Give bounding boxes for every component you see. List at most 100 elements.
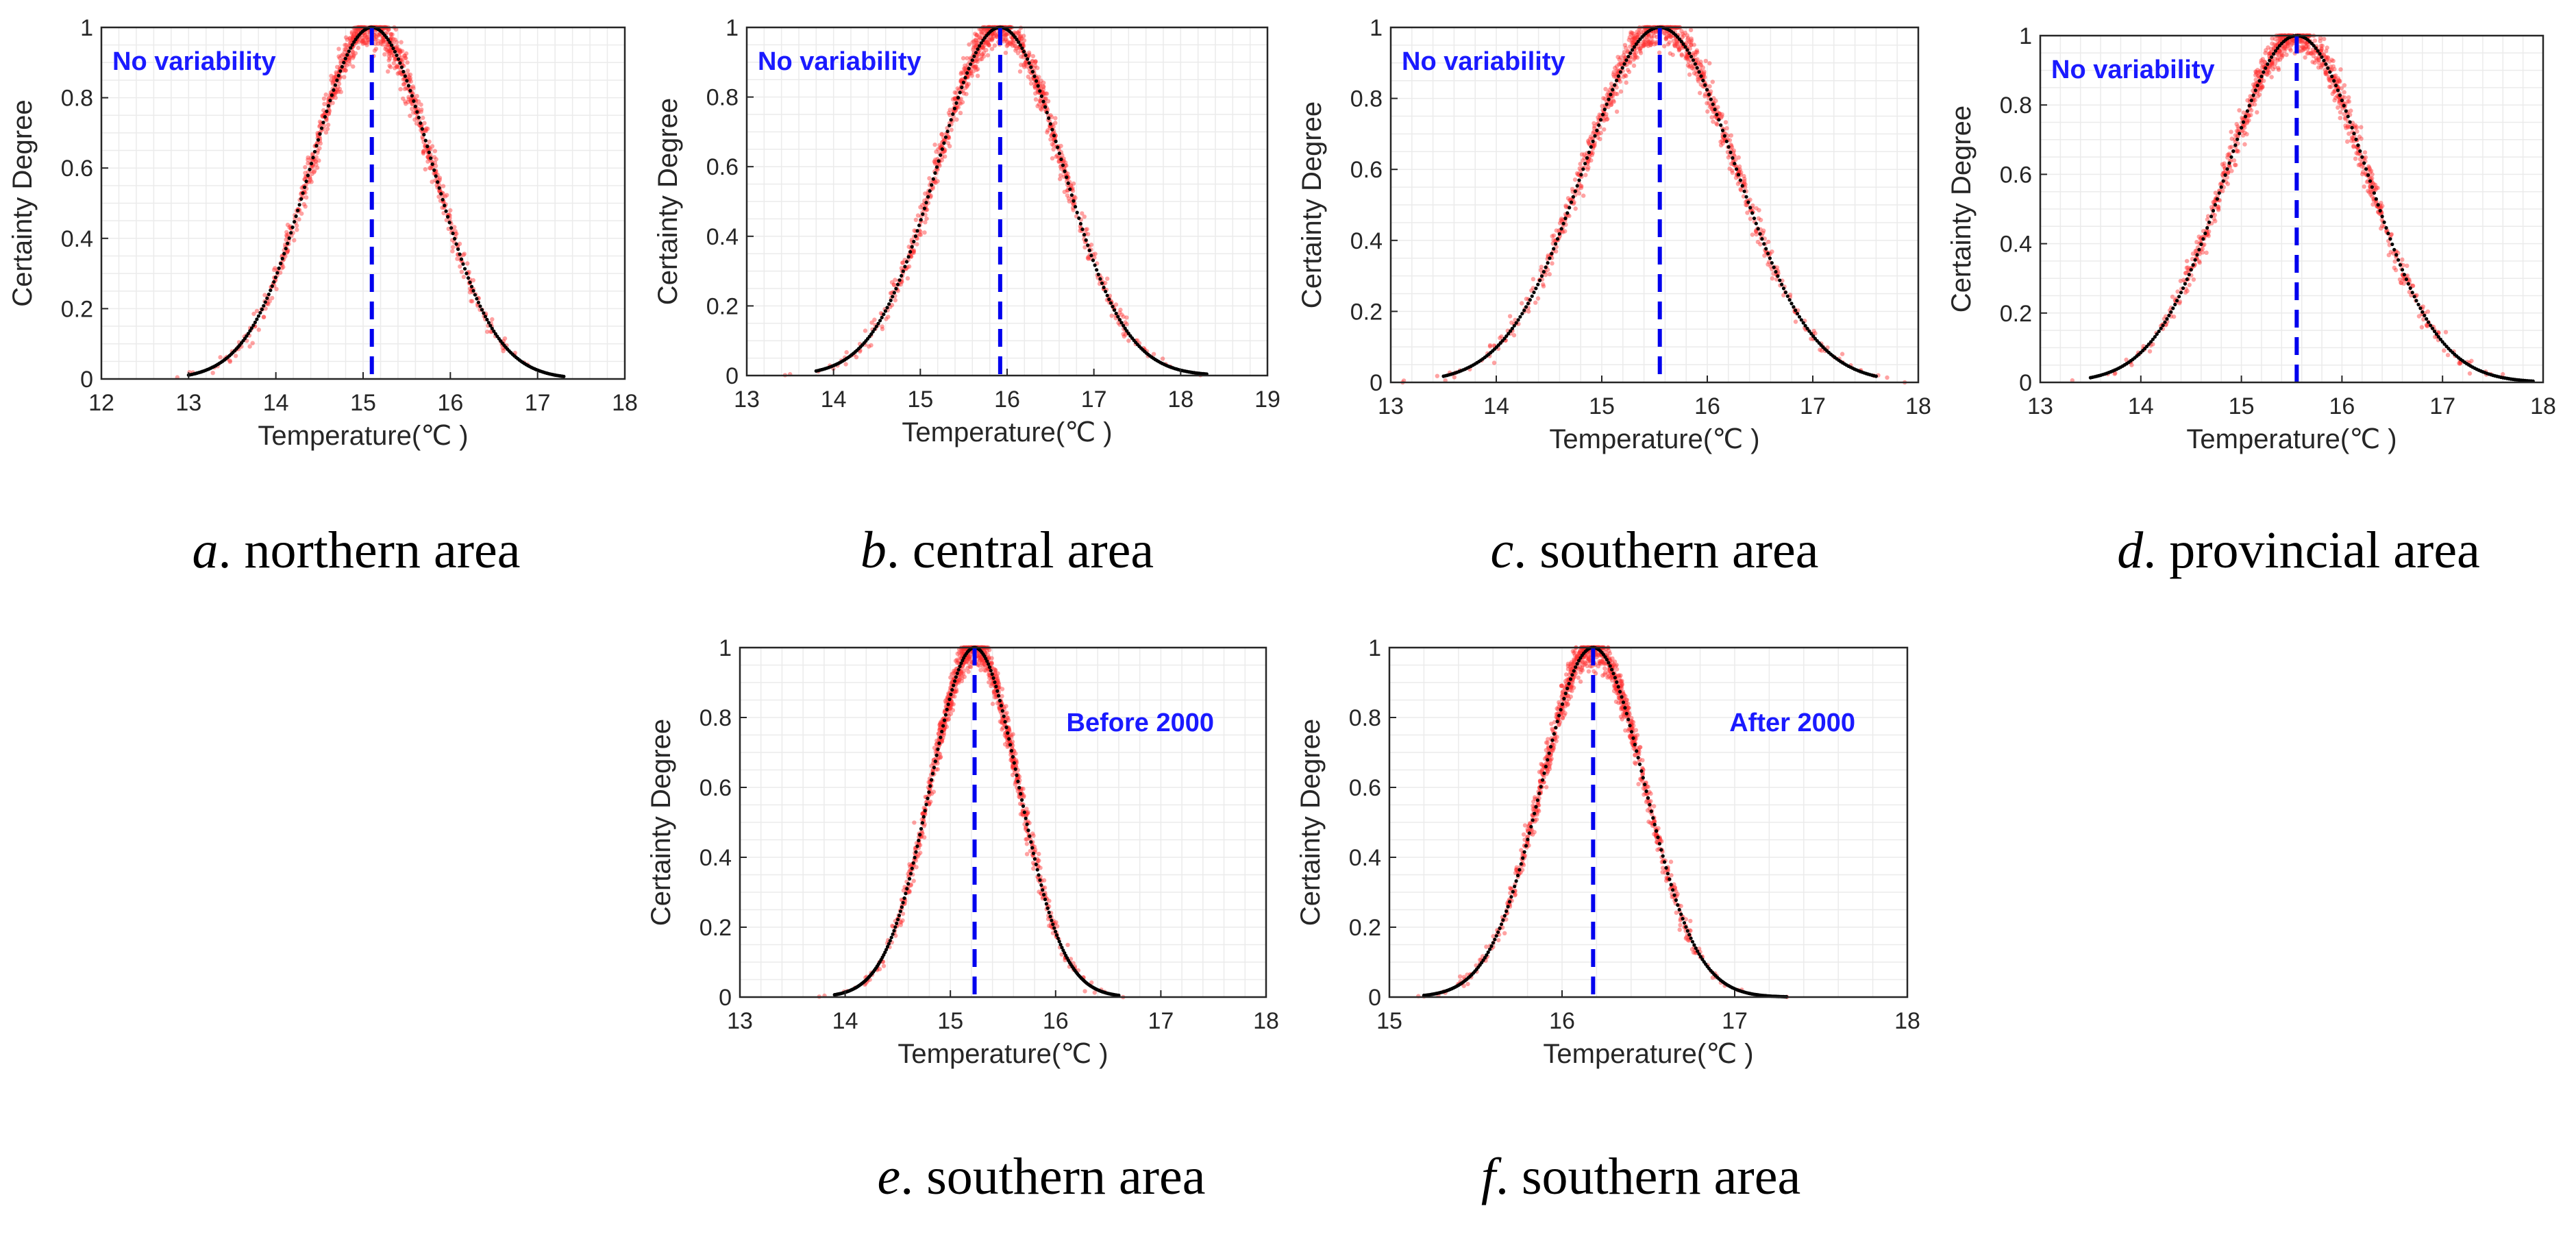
x-tick-label: 14 xyxy=(821,387,847,413)
scatter-point xyxy=(2225,155,2230,160)
scatter-point xyxy=(457,241,462,246)
curve-point xyxy=(562,374,566,378)
curve-point xyxy=(2370,185,2374,189)
scatter-point xyxy=(308,177,313,183)
scatter-point xyxy=(441,184,446,188)
scatter-point xyxy=(1756,216,1761,221)
curve-point xyxy=(931,177,935,181)
curve-point xyxy=(1607,97,1611,101)
scatter-point xyxy=(1581,193,1586,198)
curve-point xyxy=(482,311,486,315)
scatter-point xyxy=(1003,50,1008,56)
scatter-point xyxy=(1600,103,1605,108)
scatter-point xyxy=(402,86,408,91)
scatter-point xyxy=(1664,35,1669,40)
scatter-point xyxy=(2316,60,2322,66)
scatter-point xyxy=(1622,42,1628,47)
scatter-point xyxy=(423,128,429,134)
scatter-point xyxy=(1565,196,1571,201)
scatter-point xyxy=(393,37,398,42)
curve-point xyxy=(277,266,281,270)
scatter-point xyxy=(425,126,430,132)
scatter-point xyxy=(2184,258,2190,264)
curve-point xyxy=(1063,169,1067,173)
curve-point xyxy=(2390,242,2394,247)
scatter-point xyxy=(1013,48,1018,53)
scatter-point xyxy=(436,188,442,193)
curve-point xyxy=(2366,173,2370,177)
scatter-point xyxy=(1729,145,1735,150)
curve-point xyxy=(945,130,950,134)
scatter-point xyxy=(1748,217,1753,221)
scatter-point xyxy=(1524,296,1529,302)
scatter-point xyxy=(380,42,385,47)
scatter-point xyxy=(502,336,508,341)
scatter-point xyxy=(1583,173,1588,177)
curve-point xyxy=(2243,114,2248,119)
curve-point xyxy=(1609,93,1613,97)
curve-point xyxy=(1093,263,1097,267)
scatter-point xyxy=(336,47,341,51)
scatter-point xyxy=(351,33,356,38)
curve-point xyxy=(335,78,339,82)
curve-point xyxy=(930,183,934,187)
curve-point xyxy=(1047,116,1051,120)
scatter-point xyxy=(501,349,506,354)
curve-point xyxy=(948,123,952,127)
curve-point xyxy=(2245,109,2249,113)
curve-point xyxy=(969,62,973,66)
scatter-point xyxy=(2419,325,2425,330)
scatter-point xyxy=(285,222,290,228)
scatter-point xyxy=(2259,58,2264,63)
curve-point xyxy=(2414,299,2418,303)
curve-point xyxy=(1585,156,1589,160)
curve-point xyxy=(1615,78,1619,83)
caption-text: . northern area xyxy=(219,522,521,579)
scatter-point xyxy=(314,162,319,167)
scatter-point xyxy=(470,299,475,304)
scatter-point xyxy=(303,164,308,170)
curve-point xyxy=(2378,208,2382,213)
scatter-point xyxy=(349,53,354,58)
curve-point xyxy=(2348,120,2352,124)
scatter-point xyxy=(1885,375,1890,380)
curve-point xyxy=(1520,312,1524,316)
curve-point xyxy=(2257,79,2262,83)
scatter-point xyxy=(2204,250,2209,255)
curve-point xyxy=(2195,253,2199,257)
curve-point xyxy=(1626,55,1631,59)
scatter-point xyxy=(880,326,885,332)
scatter-point xyxy=(263,306,268,311)
curve-point xyxy=(330,93,334,97)
scatter-point xyxy=(388,50,393,56)
scatter-point xyxy=(250,341,255,345)
curve-point xyxy=(2408,286,2412,291)
curve-point xyxy=(1797,315,1802,319)
scatter-point xyxy=(297,217,301,222)
curve-point xyxy=(937,159,941,163)
scatter-point xyxy=(1041,80,1046,86)
x-tick-label: 14 xyxy=(2128,393,2154,419)
scatter-point xyxy=(1702,94,1707,99)
curve-point xyxy=(942,141,946,145)
scatter-point xyxy=(315,148,321,153)
scatter-point xyxy=(408,79,413,84)
curve-point xyxy=(2249,98,2253,103)
scatter-point xyxy=(390,32,395,37)
curve-point xyxy=(2388,237,2392,241)
curve-point xyxy=(275,271,280,275)
scatter-point xyxy=(233,354,238,358)
scatter-point xyxy=(453,229,458,234)
scatter-point xyxy=(1705,109,1710,114)
scatter-point xyxy=(329,73,334,79)
scatter-point xyxy=(322,112,327,116)
curve-point xyxy=(430,162,434,167)
curve-point xyxy=(2334,84,2338,88)
scatter-point xyxy=(989,47,995,51)
curve-point xyxy=(2360,155,2364,159)
scatter-point xyxy=(419,107,424,112)
scatter-point xyxy=(1082,214,1087,219)
curve-point xyxy=(967,66,971,71)
scatter-point xyxy=(395,63,400,68)
curve-point xyxy=(408,88,412,93)
